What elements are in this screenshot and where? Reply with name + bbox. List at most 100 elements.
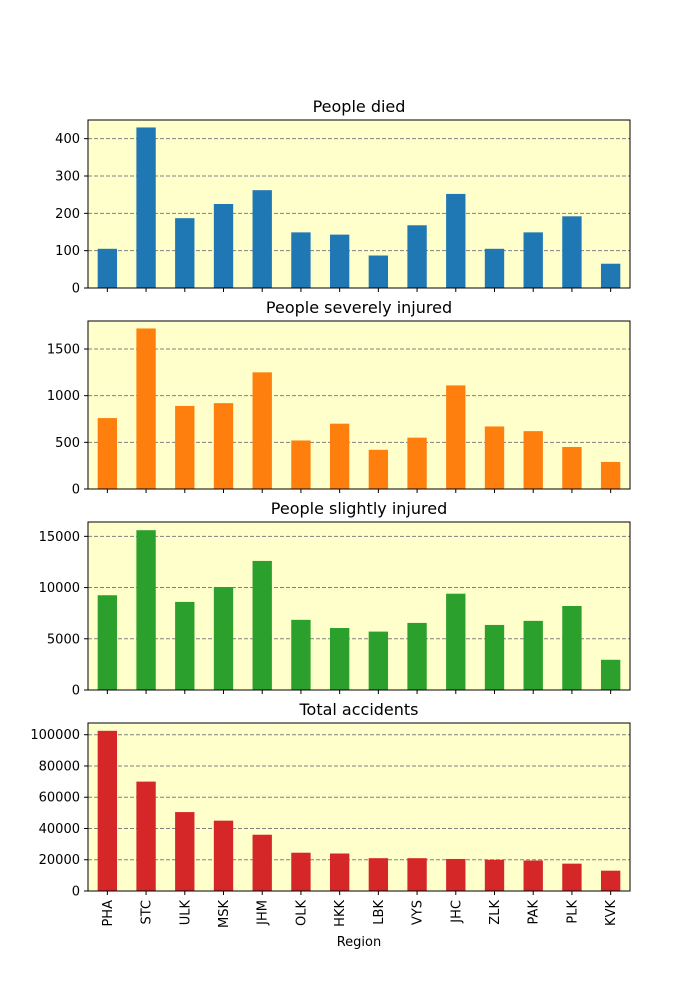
bar-zlk (484, 859, 505, 891)
bar-jhm (252, 372, 272, 489)
chart-panel-3: 0 5000 10000 15000 People slightly injured (39, 499, 631, 699)
y-tick-label: 5000 (47, 632, 80, 647)
bar-plk (562, 216, 582, 288)
bar-jhc (446, 858, 466, 891)
plot-background (88, 120, 630, 288)
y-tick-label: 40000 (39, 822, 80, 837)
bar-lbk (368, 449, 389, 489)
bar-hkk (329, 423, 350, 489)
bar-ulk (175, 218, 195, 288)
bar-lbk (368, 255, 389, 288)
bar-msk (213, 204, 234, 288)
bar-jhc (446, 593, 466, 690)
bar-kvk (600, 870, 621, 891)
y-tick-label: 60000 (39, 791, 80, 806)
bar-msk (213, 403, 234, 489)
x-tick-label-olk: OLK (294, 900, 309, 926)
bar-stc (136, 530, 156, 690)
y-tick-label: 1500 (47, 343, 80, 358)
x-tick-label-hkk: HKK (333, 900, 348, 927)
y-tick-label: 0 (72, 483, 80, 498)
bar-jhc (446, 193, 466, 288)
bar-pha (97, 418, 118, 489)
bar-vys (407, 622, 427, 690)
y-tick-label: 15000 (39, 530, 80, 545)
x-tick-label-ulk: ULK (178, 900, 193, 926)
chart-title: People died (313, 97, 406, 116)
x-tick-label-lbk: LBK (372, 900, 387, 925)
bar-hkk (329, 853, 350, 891)
x-tick-label-kvk: KVK (604, 900, 619, 926)
bar-stc (136, 328, 156, 489)
bar-jhm (252, 834, 272, 891)
y-tick-label: 10000 (39, 581, 80, 596)
plot-frame (87, 521, 631, 691)
bar-jhm (252, 560, 272, 690)
bar-plk (562, 606, 582, 690)
chart-panel-1: 0 100 200 300 400 People died (55, 97, 631, 297)
bar-kvk (600, 461, 621, 489)
plot-background (88, 522, 630, 690)
y-tick-label: 300 (55, 170, 80, 185)
y-tick-label: 0 (72, 282, 80, 297)
x-tick-label-zlk: ZLK (488, 900, 503, 925)
chart-title: People slightly injured (271, 499, 447, 518)
bar-vys (407, 858, 427, 891)
x-tick-label-msk: MSK (217, 900, 232, 928)
bar-plk (562, 447, 582, 489)
bar-hkk (329, 628, 350, 690)
plot-background (88, 723, 630, 891)
x-tick-label-stc: STC (140, 900, 155, 925)
bar-jhc (446, 385, 466, 489)
x-tick-label-plk: PLK (565, 900, 580, 924)
y-tick-label: 80000 (39, 759, 80, 774)
bar-pak (523, 620, 543, 690)
bar-kvk (600, 659, 621, 690)
bar-kvk (600, 263, 621, 288)
x-tick-label-jhm: JHM (256, 900, 271, 926)
bar-ulk (175, 601, 195, 690)
bar-olk (291, 852, 311, 891)
bar-hkk (329, 234, 350, 288)
x-tick-label-pak: PAK (527, 900, 542, 925)
plot-frame (87, 722, 631, 892)
bar-lbk (368, 858, 389, 891)
y-tick-label: 200 (55, 207, 80, 222)
bar-olk (291, 440, 311, 489)
y-tick-label: 0 (72, 684, 80, 699)
y-tick-label: 100000 (30, 728, 80, 743)
y-tick-label: 20000 (39, 853, 80, 868)
bar-stc (136, 127, 156, 288)
bar-pak (523, 431, 543, 489)
y-tick-label: 500 (55, 436, 80, 451)
y-tick-label: 0 (72, 885, 80, 900)
bar-zlk (484, 624, 505, 690)
chart-title: People severely injured (266, 298, 452, 317)
bar-msk (213, 587, 234, 690)
y-tick-label: 400 (55, 132, 80, 147)
bar-pha (97, 595, 118, 690)
bar-jhm (252, 190, 272, 288)
x-tick-label-vys: VYS (411, 900, 426, 925)
y-tick-label: 100 (55, 244, 80, 259)
chart-panel-4: 0 20000 40000 60000 80000 100000 Total acciden… (30, 700, 631, 950)
bar-pha (97, 248, 118, 288)
bar-pak (523, 860, 543, 891)
bar-msk (213, 820, 234, 891)
x-tick-label-pha: PHA (101, 900, 116, 927)
bar-pha (97, 730, 118, 891)
bar-vys (407, 225, 427, 288)
plot-frame (87, 119, 631, 289)
bar-olk (291, 232, 311, 288)
bar-lbk (368, 631, 389, 690)
bar-vys (407, 437, 427, 489)
plot-frame (87, 320, 631, 490)
chart-panel-2: 0 500 1000 1500 People severely injured (47, 298, 631, 498)
x-axis-label: Region (337, 935, 382, 950)
bar-ulk (175, 812, 195, 891)
y-tick-label: 1000 (47, 389, 80, 404)
bar-pak (523, 232, 543, 288)
x-tick-label-jhc: JHC (449, 900, 464, 924)
plot-background (88, 321, 630, 489)
